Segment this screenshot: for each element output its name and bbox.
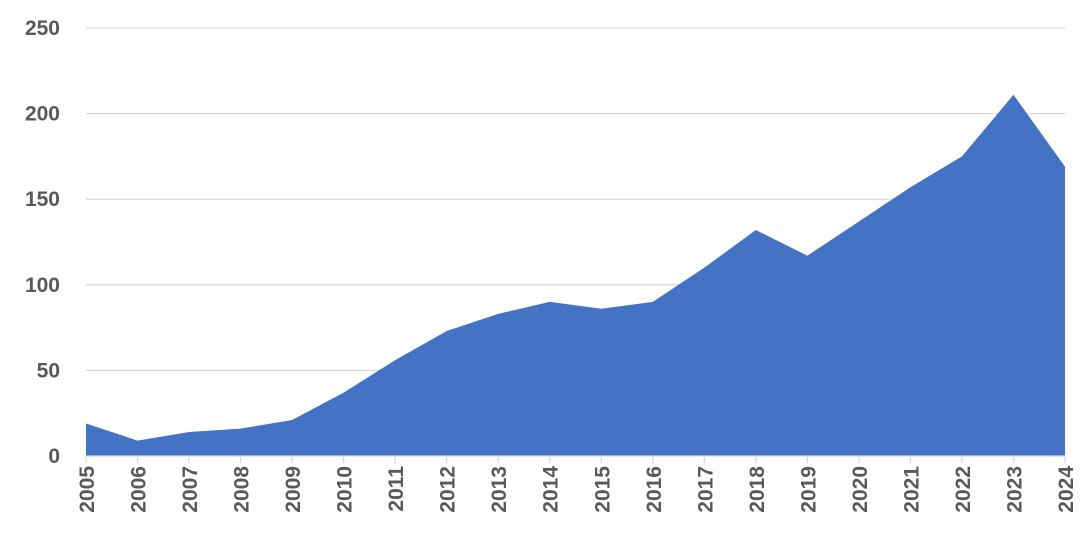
x-tick-label: 2018 [746,466,769,513]
x-tick-label: 2009 [282,466,305,513]
x-tick-label: 2005 [76,466,99,513]
x-tick-label: 2014 [540,466,563,513]
x-tick-label: 2023 [1003,466,1026,513]
x-tick-label: 2016 [643,466,666,513]
x-tick-label: 2011 [385,466,408,512]
x-tick-label: 2019 [797,466,820,513]
x-tick-label: 2017 [694,466,717,513]
area-series [86,94,1065,456]
x-axis: 2005 2006 2007 2008 2009 2010 2011 2012 2013 2014… [76,455,1078,513]
x-tick-label: 2010 [334,466,357,513]
x-tick-label: 2007 [179,466,202,513]
x-tick-label: 2021 [900,466,923,513]
area-fill [86,94,1065,456]
x-tick-label: 2022 [952,466,975,513]
x-tick-label: 2013 [488,466,511,513]
y-tick-label: 50 [37,359,60,382]
x-tick-label: 2015 [591,466,614,513]
y-tick-label: 150 [25,188,60,211]
x-tick-label: 2008 [231,466,254,513]
x-tick-label: 2024 [1055,466,1078,513]
x-tick-label: 2006 [128,466,151,513]
y-axis: 0 50 100 150 200 250 [25,17,60,468]
y-tick-label: 200 [25,103,60,126]
y-tick-label: 250 [25,17,60,40]
x-tick-label: 2012 [437,466,460,513]
y-tick-label: 100 [25,274,60,297]
x-tick-label: 2020 [849,466,872,513]
y-tick-label: 0 [48,445,60,468]
